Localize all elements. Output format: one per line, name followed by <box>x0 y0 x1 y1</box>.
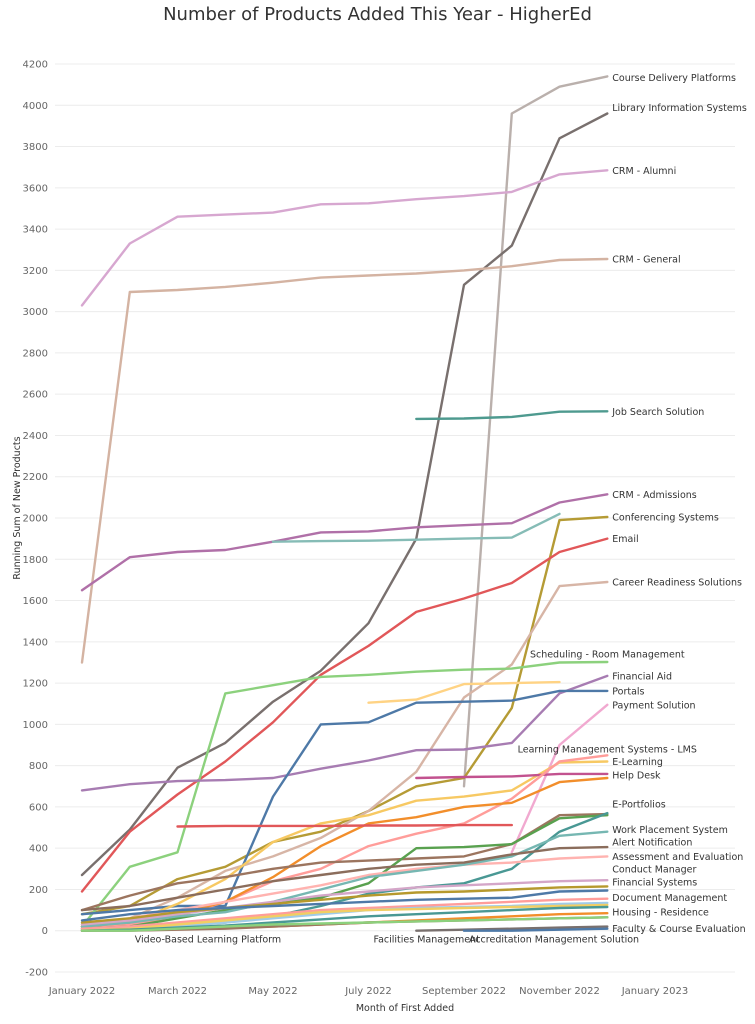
series-lines <box>80 75 609 932</box>
y-axis-title: Running Sum of New Products <box>12 436 23 579</box>
series-line <box>176 823 513 828</box>
series-label: Career Readiness Solutions <box>612 577 742 588</box>
y-tick-label: 2400 <box>23 431 48 442</box>
series-line <box>415 772 609 780</box>
series-labels: Course Delivery Platforms Library Informa… <box>135 73 747 946</box>
series-label: Conferencing Systems <box>612 512 719 523</box>
series-label: CRM - Alumni <box>612 166 676 177</box>
series-label: Payment Solution <box>612 700 695 711</box>
series-line <box>80 580 609 928</box>
y-tick-label: 4000 <box>23 101 48 112</box>
series-label: Facilities Management <box>374 934 481 945</box>
series-label: CRM - General <box>612 255 680 266</box>
chart-title: Number of Products Added This Year - Hig… <box>163 4 592 25</box>
series-label: Library Information Systems <box>612 103 747 114</box>
y-tick-label: 400 <box>29 844 48 855</box>
y-tick-label: 2000 <box>23 514 48 525</box>
series-label: Document Management <box>612 893 727 904</box>
x-axis-ticks: January 2022 March 2022 May 2022 July 2022 S… <box>48 986 689 997</box>
series-label: Alert Notification <box>612 837 692 848</box>
y-tick-label: 3600 <box>23 183 48 194</box>
series-line <box>80 879 609 926</box>
series-line <box>80 897 609 930</box>
y-tick-label: 3400 <box>23 225 48 236</box>
y-tick-label: 4200 <box>23 60 48 71</box>
series-line <box>415 925 609 932</box>
series-label: Work Placement System <box>612 825 728 836</box>
y-tick-label: 1000 <box>23 720 48 731</box>
series-label: Portals <box>612 686 644 697</box>
series-label: Job Search Solution <box>611 407 704 418</box>
series-label: E-Portfolios <box>612 799 666 810</box>
y-tick-label: 3200 <box>23 266 48 277</box>
series-line <box>80 493 609 592</box>
y-tick-label: 800 <box>29 761 48 772</box>
series-line <box>80 169 609 307</box>
series-line <box>80 814 609 930</box>
y-tick-label: 3800 <box>23 142 48 153</box>
y-tick-label: 1600 <box>23 596 48 607</box>
series-label: Financial Aid <box>612 671 672 682</box>
series-label: Scheduling - Room Management <box>530 650 685 661</box>
series-label: Accreditation Management Solution <box>469 934 639 945</box>
series-line <box>80 112 609 877</box>
y-tick-label: 2600 <box>23 390 48 401</box>
y-tick-label: 2800 <box>23 348 48 359</box>
series-line <box>80 885 609 924</box>
series-line <box>462 927 609 932</box>
y-tick-label: 200 <box>29 885 48 896</box>
series-line <box>510 703 609 854</box>
y-tick-label: 1800 <box>23 555 48 566</box>
y-tick-label: 1200 <box>23 679 48 690</box>
series-label: Conduct Manager <box>612 864 696 875</box>
series-line <box>367 680 561 704</box>
x-tick-label: January 2023 <box>621 986 689 997</box>
series-label: Assessment and Evaluation <box>612 852 743 863</box>
series-label: Course Delivery Platforms <box>612 73 736 84</box>
series-label: Housing - Residence <box>612 908 709 919</box>
y-tick-label: 2200 <box>23 472 48 483</box>
x-axis-title: Month of First Added <box>356 1003 454 1014</box>
series-label: CRM - Admissions <box>612 490 697 501</box>
x-tick-label: March 2022 <box>148 986 207 997</box>
series-line <box>415 410 609 421</box>
series-label: Financial Systems <box>612 878 697 889</box>
series-label: Learning Management Systems - LMS <box>518 745 697 756</box>
series-label: E-Learning <box>612 757 663 768</box>
series-line <box>80 916 609 932</box>
y-tick-label: 600 <box>29 802 48 813</box>
series-line <box>80 257 609 664</box>
series-line <box>80 674 609 792</box>
y-axis-ticks: -200 0 200 400 600 800 1000 1200 1400 1600 1800 200… <box>23 60 48 979</box>
series-line <box>80 537 609 893</box>
series-line <box>80 515 609 916</box>
x-tick-label: July 2022 <box>344 986 392 997</box>
gridlines <box>55 63 735 973</box>
series-label: Help Desk <box>612 770 661 781</box>
x-tick-label: January 2022 <box>48 986 116 997</box>
y-tick-label: 0 <box>42 926 48 937</box>
series-label: Email <box>612 534 638 545</box>
series-line <box>80 889 609 922</box>
y-tick-label: 3000 <box>23 307 48 318</box>
series-label: Video-Based Learning Platform <box>135 934 281 945</box>
series-line <box>462 75 609 788</box>
x-tick-label: November 2022 <box>519 986 600 997</box>
y-tick-label: -200 <box>25 968 48 979</box>
series-line <box>80 845 609 912</box>
series-line <box>271 512 561 543</box>
series-line <box>80 760 609 928</box>
x-tick-label: September 2022 <box>422 986 506 997</box>
x-tick-label: May 2022 <box>248 986 297 997</box>
series-label: Faculty & Course Evaluation <box>612 924 745 935</box>
series-line <box>80 660 609 928</box>
series-line <box>80 903 609 932</box>
y-tick-label: 1400 <box>23 637 48 648</box>
